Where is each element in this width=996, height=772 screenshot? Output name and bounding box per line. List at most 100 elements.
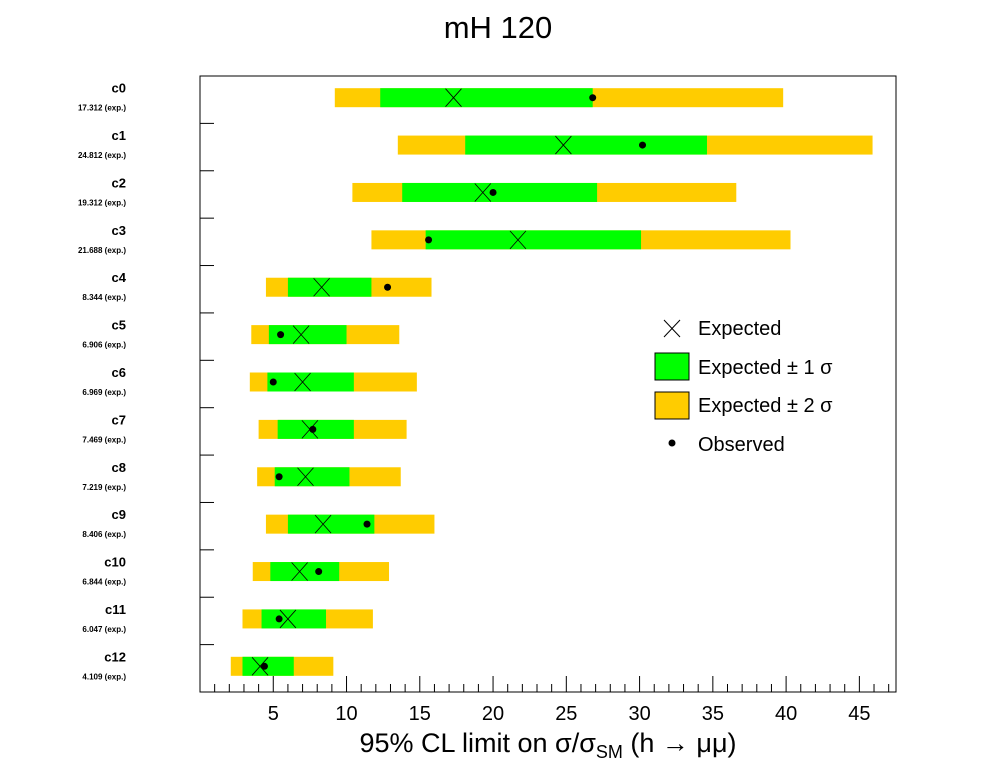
category-note-c0: 17.312 (exp.)	[78, 104, 126, 113]
observed-marker-c6	[269, 378, 277, 386]
legend-expected-label: Expected	[698, 318, 781, 340]
legend: Expected Expected ± 1 σ Expected ± 2 σ O…	[654, 318, 833, 456]
one-sigma-band-c2	[402, 182, 598, 202]
category-row-c0: c0 17.312 (exp.)	[78, 81, 784, 113]
observed-marker-c11	[275, 615, 283, 623]
category-label-c5: c5	[112, 318, 126, 333]
category-label-c12: c12	[104, 649, 126, 664]
x-tick-label: 30	[628, 703, 650, 725]
category-note-c9: 8.406 (exp.)	[82, 530, 126, 539]
category-row-c4: c4 8.344 (exp.)	[82, 270, 432, 302]
observed-marker-c4	[384, 283, 392, 291]
x-axis-label: 95% CL limit on σ/σSM (h → μμ)	[359, 728, 736, 762]
expected-marker-c3	[509, 230, 527, 250]
expected-marker-c0	[445, 88, 462, 107]
x-tick-label: 35	[702, 703, 724, 725]
expected-marker-c10	[291, 562, 308, 581]
x-tick-label: 45	[848, 703, 870, 725]
category-label-c2: c2	[112, 175, 126, 190]
category-row-c11: c11 6.047 (exp.)	[82, 602, 373, 634]
expected-marker-c9	[314, 514, 332, 534]
category-label-c4: c4	[112, 270, 127, 285]
legend-one-sigma-label: Expected ± 1 σ	[698, 357, 833, 379]
expected-marker-c6	[294, 372, 311, 392]
observed-marker-c7	[309, 425, 317, 433]
expected-marker-c5	[292, 325, 310, 344]
expected-marker-c4	[313, 277, 330, 297]
y-axis-ticks	[200, 122, 214, 646]
plot-frame	[199, 75, 897, 693]
category-note-c11: 6.047 (exp.)	[82, 625, 126, 634]
one-sigma-band-c1	[465, 135, 707, 155]
observed-marker-c12	[260, 662, 268, 670]
category-note-c4: 8.344 (exp.)	[82, 293, 126, 302]
category-label-c9: c9	[112, 507, 126, 522]
category-label-c1: c1	[112, 128, 126, 143]
observed-marker-c10	[315, 568, 323, 576]
one-sigma-band-c10	[270, 562, 340, 582]
x-tick-label: 15	[409, 703, 431, 725]
one-sigma-band-c4	[287, 277, 372, 297]
observed-marker-c3	[425, 236, 433, 244]
category-row-c10: c10 6.844 (exp.)	[82, 555, 390, 587]
category-label-c7: c7	[112, 412, 126, 427]
category-label-c6: c6	[112, 365, 126, 380]
observed-marker-c1	[639, 141, 647, 149]
category-note-c8: 7.219 (exp.)	[82, 483, 126, 492]
category-note-c7: 7.469 (exp.)	[82, 435, 126, 444]
observed-marker-c5	[277, 331, 285, 339]
x-tick-label: 20	[482, 703, 504, 725]
legend-two-sigma-swatch	[654, 391, 690, 420]
expected-marker-c8	[297, 467, 314, 487]
one-sigma-band-c11	[261, 609, 327, 629]
legend-one-sigma-swatch	[654, 352, 690, 381]
one-sigma-band-c6	[267, 372, 354, 392]
one-sigma-band-c8	[274, 467, 350, 487]
chart-title: mH 120	[444, 10, 553, 45]
observed-marker-c9	[363, 520, 371, 528]
observed-marker-c0	[589, 94, 597, 102]
expected-marker-c2	[474, 183, 492, 202]
category-note-c2: 19.312 (exp.)	[78, 198, 126, 207]
category-note-c6: 6.969 (exp.)	[82, 388, 126, 397]
expected-marker-c11	[279, 609, 297, 629]
category-label-c8: c8	[112, 460, 126, 475]
x-tick-label: 40	[775, 703, 797, 725]
x-tick-label: 25	[555, 703, 577, 725]
category-row-c7: c7 7.469 (exp.)	[82, 412, 407, 444]
category-note-c5: 6.906 (exp.)	[82, 341, 126, 350]
observed-marker-c2	[489, 188, 497, 196]
category-row-c5: c5 6.906 (exp.)	[82, 318, 400, 350]
one-sigma-band-c5	[268, 325, 347, 345]
one-sigma-band-c12	[242, 656, 294, 676]
category-row-c8: c8 7.219 (exp.)	[82, 460, 401, 492]
x-tick-label: 10	[335, 703, 357, 725]
x-tick-label: 5	[268, 703, 279, 725]
category-row-c12: c12 4.109 (exp.)	[82, 649, 334, 681]
category-row-c1: c1 24.812 (exp.)	[78, 128, 873, 160]
x-axis: 5 10 15 20 25 30 35 40 45	[214, 676, 890, 725]
legend-two-sigma-label: Expected ± 2 σ	[698, 395, 833, 417]
one-sigma-band-c0	[380, 88, 593, 108]
expected-marker-c12	[251, 657, 269, 676]
category-note-c1: 24.812 (exp.)	[78, 151, 126, 160]
expected-marker-c1	[555, 135, 572, 155]
one-sigma-band-c9	[287, 514, 375, 534]
category-note-c10: 6.844 (exp.)	[82, 578, 126, 587]
legend-observed-label: Observed	[698, 434, 785, 456]
observed-marker-c8	[275, 473, 283, 481]
category-note-c3: 21.688 (exp.)	[78, 246, 126, 255]
category-note-c12: 4.109 (exp.)	[82, 672, 126, 681]
category-label-c3: c3	[112, 223, 126, 238]
one-sigma-band-c3	[425, 230, 642, 250]
category-row-c6: c6 6.969 (exp.)	[82, 365, 417, 397]
category-row-c3: c3 21.688 (exp.)	[78, 223, 791, 255]
category-row-c9: c9 8.406 (exp.)	[82, 507, 435, 539]
category-rows: c0 17.312 (exp.) c1 24.812 (exp.) c2 19.312 (…	[78, 81, 873, 681]
legend-expected-icon	[663, 319, 681, 338]
category-row-c2: c2 19.312 (exp.)	[78, 175, 737, 207]
legend-observed-dot	[668, 439, 676, 447]
category-label-c0: c0	[112, 81, 126, 96]
category-label-c10: c10	[104, 555, 126, 570]
